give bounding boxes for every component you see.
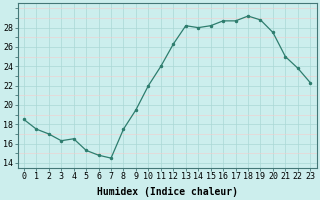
- X-axis label: Humidex (Indice chaleur): Humidex (Indice chaleur): [97, 186, 237, 197]
